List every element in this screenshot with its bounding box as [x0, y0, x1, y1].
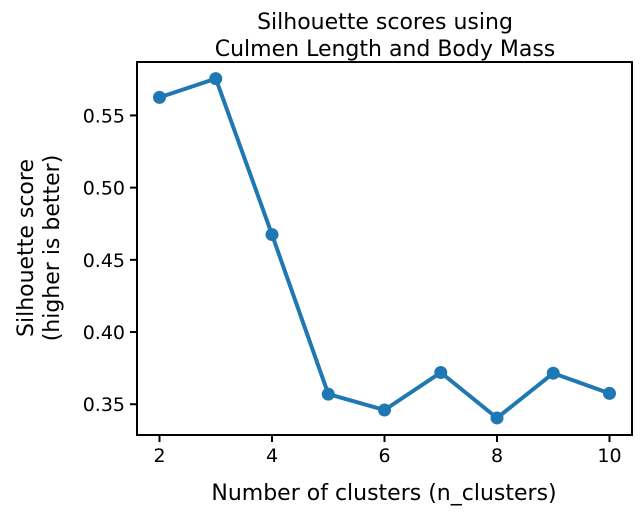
y-axis-label-line-2: (higher is better)	[40, 155, 65, 342]
x-axis-label: Number of clusters (n_clusters)	[211, 481, 556, 506]
chart-title-line-1: Silhouette scores using	[257, 10, 513, 35]
y-tick-label: 0.45	[83, 250, 125, 272]
chart-title-line-2: Culmen Length and Body Mass	[215, 37, 556, 62]
data-point	[546, 366, 560, 380]
x-tick-label: 10	[597, 445, 621, 467]
x-tick-label: 2	[153, 445, 165, 467]
x-tick-label: 6	[378, 445, 390, 467]
data-point	[153, 90, 166, 104]
y-tick-label: 0.35	[83, 394, 125, 416]
y-tick-label: 0.40	[83, 322, 125, 344]
data-point	[603, 386, 616, 400]
y-tick-label: 0.50	[83, 178, 125, 200]
data-point	[378, 403, 391, 417]
data-point	[265, 228, 279, 242]
x-tick-label: 8	[491, 445, 503, 467]
y-tick-label: 0.55	[83, 105, 125, 127]
axes-frame	[136, 61, 633, 436]
plot-area: 2 4 6 8 10 0.35 0.40 0.45 0.50 0.55	[83, 72, 622, 467]
data-point	[490, 411, 504, 425]
x-tick-label: 4	[266, 445, 278, 467]
data-point	[209, 72, 223, 86]
y-axis-label-line-1: Silhouette score	[14, 159, 39, 337]
data-point	[321, 387, 335, 401]
data-point	[434, 365, 448, 379]
